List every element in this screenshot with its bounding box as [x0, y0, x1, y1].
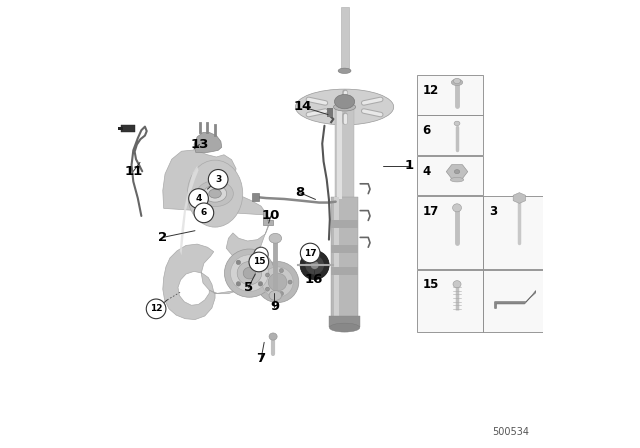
Text: 11: 11 [124, 165, 143, 178]
Ellipse shape [262, 267, 293, 297]
Ellipse shape [259, 282, 263, 286]
Bar [121, 125, 134, 132]
Ellipse shape [333, 103, 356, 111]
Text: 15: 15 [423, 279, 439, 292]
Text: 5: 5 [244, 281, 253, 294]
Circle shape [209, 169, 228, 189]
Text: 16: 16 [305, 273, 323, 286]
Polygon shape [446, 165, 468, 179]
Text: 12: 12 [150, 304, 163, 313]
Bar [252, 193, 259, 201]
Ellipse shape [266, 287, 269, 291]
Text: 10: 10 [262, 210, 280, 223]
Ellipse shape [338, 68, 351, 73]
Circle shape [300, 243, 320, 263]
Ellipse shape [205, 182, 225, 205]
Ellipse shape [237, 262, 262, 285]
Ellipse shape [269, 233, 282, 243]
Ellipse shape [269, 333, 277, 340]
Ellipse shape [280, 292, 284, 296]
Text: 12: 12 [423, 84, 439, 97]
Ellipse shape [236, 282, 241, 286]
Circle shape [249, 252, 269, 272]
Ellipse shape [330, 323, 360, 332]
Bar [327, 108, 333, 117]
Ellipse shape [288, 280, 292, 284]
Bar [334, 197, 339, 318]
Bar [417, 196, 483, 269]
Bar [118, 127, 124, 130]
Text: 14: 14 [294, 100, 312, 113]
Ellipse shape [280, 269, 284, 272]
Ellipse shape [310, 261, 319, 269]
Bar [330, 315, 360, 327]
Polygon shape [495, 291, 536, 308]
Ellipse shape [451, 79, 463, 86]
Polygon shape [513, 193, 525, 203]
Ellipse shape [452, 204, 461, 212]
Text: 4: 4 [195, 194, 202, 203]
Bar [417, 270, 483, 332]
Polygon shape [180, 166, 198, 255]
Circle shape [189, 189, 209, 208]
Ellipse shape [454, 121, 460, 125]
Circle shape [254, 247, 268, 262]
Text: 8: 8 [295, 186, 305, 199]
Ellipse shape [257, 262, 299, 302]
Text: 2: 2 [158, 231, 167, 244]
Text: 3: 3 [215, 175, 221, 184]
Ellipse shape [453, 280, 461, 288]
Ellipse shape [266, 273, 269, 277]
Bar [337, 106, 342, 199]
Polygon shape [163, 150, 270, 319]
Ellipse shape [454, 170, 460, 174]
Text: 9: 9 [270, 300, 279, 313]
Ellipse shape [268, 273, 287, 291]
Bar [417, 116, 483, 155]
Text: 6: 6 [423, 125, 431, 138]
Ellipse shape [225, 249, 275, 297]
Text: 6: 6 [201, 208, 207, 217]
Ellipse shape [243, 267, 256, 279]
Circle shape [194, 203, 214, 223]
Text: 7: 7 [257, 353, 266, 366]
Bar [417, 75, 483, 115]
Ellipse shape [454, 78, 461, 84]
Text: 17: 17 [423, 205, 439, 218]
Ellipse shape [236, 260, 241, 265]
Text: 500534: 500534 [492, 427, 529, 438]
Bar [331, 245, 358, 253]
Bar [340, 8, 349, 70]
Circle shape [147, 299, 166, 319]
Ellipse shape [300, 250, 329, 280]
Text: 3: 3 [489, 205, 497, 218]
Text: 13: 13 [190, 138, 209, 151]
Text: 4: 4 [423, 164, 431, 177]
Ellipse shape [269, 291, 282, 300]
Bar [331, 220, 358, 228]
Bar [335, 106, 354, 199]
Ellipse shape [259, 260, 263, 265]
Ellipse shape [196, 181, 234, 207]
Bar [483, 270, 543, 332]
Ellipse shape [296, 89, 394, 125]
Bar [331, 197, 358, 318]
Ellipse shape [204, 185, 227, 202]
Ellipse shape [230, 255, 268, 292]
Polygon shape [194, 133, 221, 152]
Ellipse shape [451, 177, 464, 182]
Text: 1: 1 [404, 159, 414, 172]
Ellipse shape [335, 95, 355, 109]
Bar [331, 267, 358, 276]
Text: 15: 15 [253, 258, 265, 267]
Text: 17: 17 [304, 249, 317, 258]
Ellipse shape [305, 256, 324, 275]
Ellipse shape [188, 160, 243, 227]
Bar [483, 196, 543, 269]
Bar [417, 155, 483, 195]
Ellipse shape [209, 189, 221, 198]
Polygon shape [263, 211, 273, 225]
